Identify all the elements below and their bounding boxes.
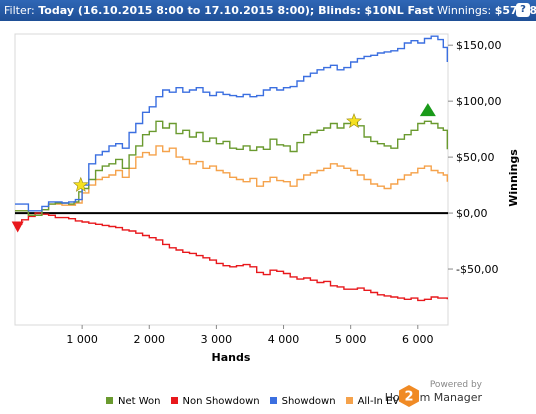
legend-swatch (170, 397, 178, 404)
y-tick-label: $100,00 (456, 95, 502, 108)
filter-text: Today (16.10.2015 8:00 to 17.10.2015 8:0… (38, 4, 434, 17)
filter-header-bar: Filter: Today (16.10.2015 8:00 to 17.10.… (0, 0, 536, 21)
y-axis: $150,00 $100,00 $50,00 $0,00 -$50,00 (448, 39, 502, 276)
x-axis: 1 000 2 000 3 000 4 000 5 000 6 000 (66, 325, 434, 346)
x-tick-label: 2 000 (134, 333, 166, 346)
x-axis-label: Hands (212, 351, 251, 364)
legend-swatch (345, 397, 353, 404)
star-marker (346, 112, 362, 129)
series-lines (15, 35, 448, 302)
y-tick-label: $0,00 (456, 207, 488, 220)
legend-swatch (106, 397, 113, 404)
series-line-showdown (15, 35, 448, 212)
help-icon[interactable]: ? (516, 3, 530, 17)
y-tick-label: $50,00 (456, 151, 495, 164)
x-tick-label: 6 000 (402, 333, 434, 346)
logo-digit: 2 (404, 390, 413, 405)
legend-label: All-In EV (357, 396, 400, 407)
chart-legend: Net Won Non Showdown Showdown All-In EV (106, 396, 409, 410)
triangle-down-marker (11, 221, 24, 233)
legend-item-non-showdown[interactable]: Non Showdown (170, 396, 260, 407)
legend-label: Showdown (281, 396, 336, 407)
legend-item-all-in-ev[interactable]: All-In EV (345, 396, 400, 407)
filter-prefix: Filter: (4, 4, 39, 17)
y-axis-label: Winnings (507, 149, 520, 207)
y-tick-label: -$50,00 (456, 263, 498, 276)
series-line-net-won (15, 120, 448, 216)
star-marker (72, 176, 89, 192)
powered-by-branding: Powered by Hold'em Manager 2 (385, 380, 518, 410)
series-line-all-in-ev (15, 145, 448, 216)
hem2-logo-icon: 2 (399, 385, 419, 407)
x-tick-label: 3 000 (201, 333, 233, 346)
legend-swatch (269, 397, 277, 404)
series-line-non-showdown (15, 212, 448, 302)
legend-label: Non Showdown (182, 396, 260, 407)
y-tick-label: $150,00 (456, 39, 502, 52)
legend-item-net-won[interactable]: Net Won (106, 396, 161, 407)
powered-by-text: Powered by (429, 380, 482, 390)
triangle-up-marker (419, 103, 436, 117)
chart-markers (11, 103, 436, 233)
winnings-label: Winnings: (433, 4, 495, 17)
x-tick-label: 4 000 (268, 333, 300, 346)
x-tick-label: 1 000 (66, 333, 98, 346)
legend-item-showdown[interactable]: Showdown (269, 396, 336, 407)
legend-label: Net Won (118, 396, 161, 407)
x-tick-label: 5 000 (335, 333, 367, 346)
